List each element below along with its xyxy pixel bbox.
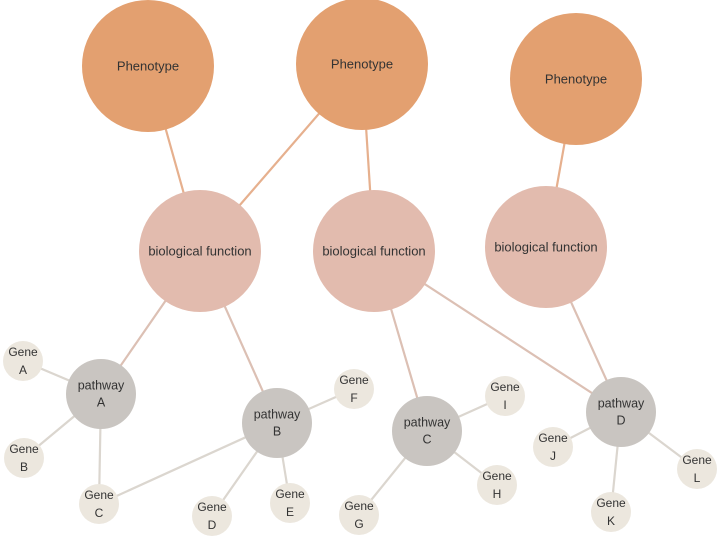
node-gene-gG: Gene G xyxy=(339,495,379,535)
pathway-circle xyxy=(242,388,312,458)
node-function-bf2: biological function xyxy=(313,190,435,312)
gene-label: D xyxy=(208,518,217,532)
function-label: biological function xyxy=(322,244,425,259)
gene-circle xyxy=(477,465,517,505)
node-gene-gE: Gene E xyxy=(270,483,310,523)
gene-label: Gene xyxy=(490,380,520,394)
gene-label: G xyxy=(354,517,363,531)
gene-label: Gene xyxy=(275,487,305,501)
gene-label: Gene xyxy=(538,431,568,445)
pathway-label: D xyxy=(616,414,625,428)
phenotype-circle xyxy=(296,0,428,130)
pathway-circle xyxy=(66,359,136,429)
node-gene-gD: Gene D xyxy=(192,496,232,536)
node-function-bf1: biological function xyxy=(139,190,261,312)
gene-circle xyxy=(192,496,232,536)
node-pathway-pwC: pathway C xyxy=(392,396,462,466)
gene-circle xyxy=(270,483,310,523)
node-gene-gH: Gene H xyxy=(477,465,517,505)
phenotype-label: Phenotype xyxy=(117,59,179,74)
pathway-label: A xyxy=(97,396,106,410)
node-pathway-pwA: pathway A xyxy=(66,359,136,429)
gene-label: B xyxy=(20,460,28,474)
gene-label: E xyxy=(286,505,294,519)
function-label: biological function xyxy=(148,244,251,259)
pathway-label: pathway xyxy=(78,379,125,393)
phenotype-circle xyxy=(82,0,214,132)
node-function-bf3: biological function xyxy=(485,186,607,308)
pathway-circle xyxy=(586,377,656,447)
pathway-label: C xyxy=(422,433,431,447)
node-gene-gL: Gene L xyxy=(677,449,717,489)
gene-label: I xyxy=(503,398,506,412)
node-pathway-pwB: pathway B xyxy=(242,388,312,458)
function-label: biological function xyxy=(494,240,597,255)
function-circle xyxy=(139,190,261,312)
pathway-label: B xyxy=(273,425,281,439)
node-phenotype-ph1: Phenotype xyxy=(82,0,214,132)
gene-circle xyxy=(334,369,374,409)
gene-label: Gene xyxy=(344,499,374,513)
gene-label: Gene xyxy=(682,453,712,467)
node-gene-gF: Gene F xyxy=(334,369,374,409)
node-gene-gK: Gene K xyxy=(591,492,631,532)
node-pathway-pwD: pathway D xyxy=(586,377,656,447)
gene-circle xyxy=(533,427,573,467)
pathway-label: pathway xyxy=(254,408,301,422)
gene-circle xyxy=(79,484,119,524)
gene-label: C xyxy=(95,506,104,520)
node-gene-gC: Gene C xyxy=(79,484,119,524)
node-gene-gA: Gene A xyxy=(3,341,43,381)
node-phenotype-ph2: Phenotype xyxy=(296,0,428,130)
gene-circle xyxy=(4,438,44,478)
pathway-label: pathway xyxy=(598,397,645,411)
gene-label: Gene xyxy=(9,442,39,456)
node-gene-gI: Gene I xyxy=(485,376,525,416)
gene-circle xyxy=(677,449,717,489)
function-circle xyxy=(313,190,435,312)
gene-label: H xyxy=(493,487,502,501)
gene-label: Gene xyxy=(84,488,114,502)
gene-circle xyxy=(3,341,43,381)
phenotype-circle xyxy=(510,13,642,145)
gene-circle xyxy=(339,495,379,535)
gene-circle xyxy=(485,376,525,416)
node-gene-gJ: Gene J xyxy=(533,427,573,467)
gene-label: A xyxy=(19,363,27,377)
gene-label: Gene xyxy=(8,345,38,359)
pathway-circle xyxy=(392,396,462,466)
gene-label: J xyxy=(550,449,556,463)
gene-circle xyxy=(591,492,631,532)
gene-label: Gene xyxy=(482,469,512,483)
node-gene-gB: Gene B xyxy=(4,438,44,478)
gene-label: F xyxy=(350,391,357,405)
phenotype-label: Phenotype xyxy=(331,57,393,72)
gene-label: K xyxy=(607,514,615,528)
function-circle xyxy=(485,186,607,308)
phenotype-label: Phenotype xyxy=(545,72,607,87)
pathway-label: pathway xyxy=(404,416,451,430)
gene-label: L xyxy=(694,471,701,485)
node-phenotype-ph3: Phenotype xyxy=(510,13,642,145)
gene-label: Gene xyxy=(197,500,227,514)
nodes-layer: Phenotype Phenotype Phenotype biological fu… xyxy=(3,0,717,536)
gene-label: Gene xyxy=(596,496,626,510)
gene-label: Gene xyxy=(339,373,369,387)
